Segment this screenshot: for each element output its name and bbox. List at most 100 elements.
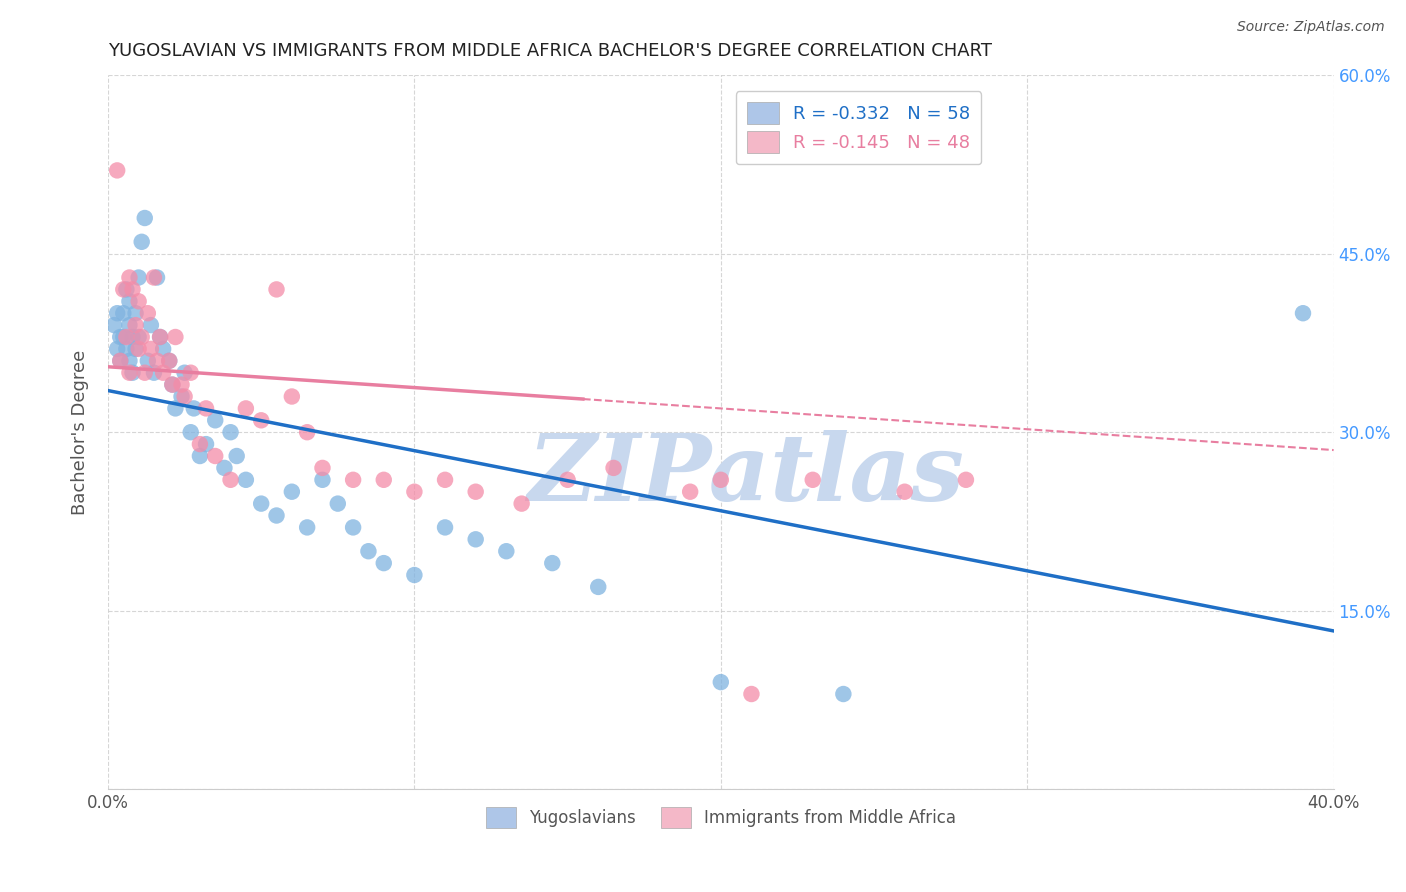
Point	[121, 366, 143, 380]
Point	[170, 377, 193, 392]
Point	[121, 282, 143, 296]
Point	[1292, 306, 1315, 320]
Point	[225, 449, 247, 463]
Point	[128, 342, 150, 356]
Point	[118, 353, 141, 368]
Point	[110, 330, 132, 344]
Y-axis label: Bachelor's Degree: Bachelor's Degree	[72, 350, 89, 515]
Point	[342, 520, 364, 534]
Point	[180, 425, 202, 440]
Legend: Yugoslavians, Immigrants from Middle Africa: Yugoslavians, Immigrants from Middle Afr…	[479, 801, 963, 834]
Point	[118, 318, 141, 332]
Point	[204, 413, 226, 427]
Point	[235, 473, 257, 487]
Point	[105, 306, 128, 320]
Point	[214, 461, 236, 475]
Point	[219, 425, 242, 440]
Point	[357, 544, 380, 558]
Point	[893, 484, 915, 499]
Point	[173, 390, 195, 404]
Point	[134, 211, 156, 225]
Point	[110, 353, 132, 368]
Point	[131, 330, 153, 344]
Point	[602, 461, 624, 475]
Point	[146, 270, 169, 285]
Point	[149, 330, 172, 344]
Point	[188, 437, 211, 451]
Point	[495, 544, 517, 558]
Point	[250, 413, 273, 427]
Point	[281, 484, 304, 499]
Point	[295, 520, 318, 534]
Point	[740, 687, 762, 701]
Point	[105, 342, 128, 356]
Point	[124, 318, 146, 332]
Point	[710, 675, 733, 690]
Point	[311, 473, 333, 487]
Point	[105, 163, 128, 178]
Point	[219, 473, 242, 487]
Point	[195, 401, 218, 416]
Text: ZIPatlas: ZIPatlas	[527, 430, 965, 520]
Point	[146, 353, 169, 368]
Point	[955, 473, 977, 487]
Point	[162, 377, 184, 392]
Point	[541, 556, 564, 570]
Point	[180, 366, 202, 380]
Point	[149, 330, 172, 344]
Point	[165, 401, 187, 416]
Point	[373, 556, 395, 570]
Point	[434, 473, 457, 487]
Point	[110, 353, 132, 368]
Point	[342, 473, 364, 487]
Point	[801, 473, 824, 487]
Point	[128, 294, 150, 309]
Point	[139, 342, 162, 356]
Point	[103, 318, 125, 332]
Point	[128, 270, 150, 285]
Point	[118, 270, 141, 285]
Point	[139, 318, 162, 332]
Point	[434, 520, 457, 534]
Point	[586, 580, 609, 594]
Point	[464, 484, 486, 499]
Point	[188, 449, 211, 463]
Point	[510, 497, 533, 511]
Point	[204, 449, 226, 463]
Point	[136, 353, 159, 368]
Point	[173, 366, 195, 380]
Point	[195, 437, 218, 451]
Point	[115, 282, 138, 296]
Point	[124, 342, 146, 356]
Point	[142, 366, 165, 380]
Point	[557, 473, 579, 487]
Point	[162, 377, 184, 392]
Point	[170, 390, 193, 404]
Text: Source: ZipAtlas.com: Source: ZipAtlas.com	[1237, 20, 1385, 34]
Point	[115, 342, 138, 356]
Point	[112, 306, 135, 320]
Point	[157, 353, 180, 368]
Point	[165, 330, 187, 344]
Point	[832, 687, 855, 701]
Point	[124, 306, 146, 320]
Point	[266, 282, 288, 296]
Point	[134, 366, 156, 380]
Point	[131, 235, 153, 249]
Point	[118, 366, 141, 380]
Point	[250, 497, 273, 511]
Point	[136, 306, 159, 320]
Point	[404, 568, 426, 582]
Point	[295, 425, 318, 440]
Point	[152, 342, 174, 356]
Point	[404, 484, 426, 499]
Point	[266, 508, 288, 523]
Point	[281, 390, 304, 404]
Point	[157, 353, 180, 368]
Point	[235, 401, 257, 416]
Point	[112, 282, 135, 296]
Point	[710, 473, 733, 487]
Point	[115, 330, 138, 344]
Point	[464, 533, 486, 547]
Point	[118, 294, 141, 309]
